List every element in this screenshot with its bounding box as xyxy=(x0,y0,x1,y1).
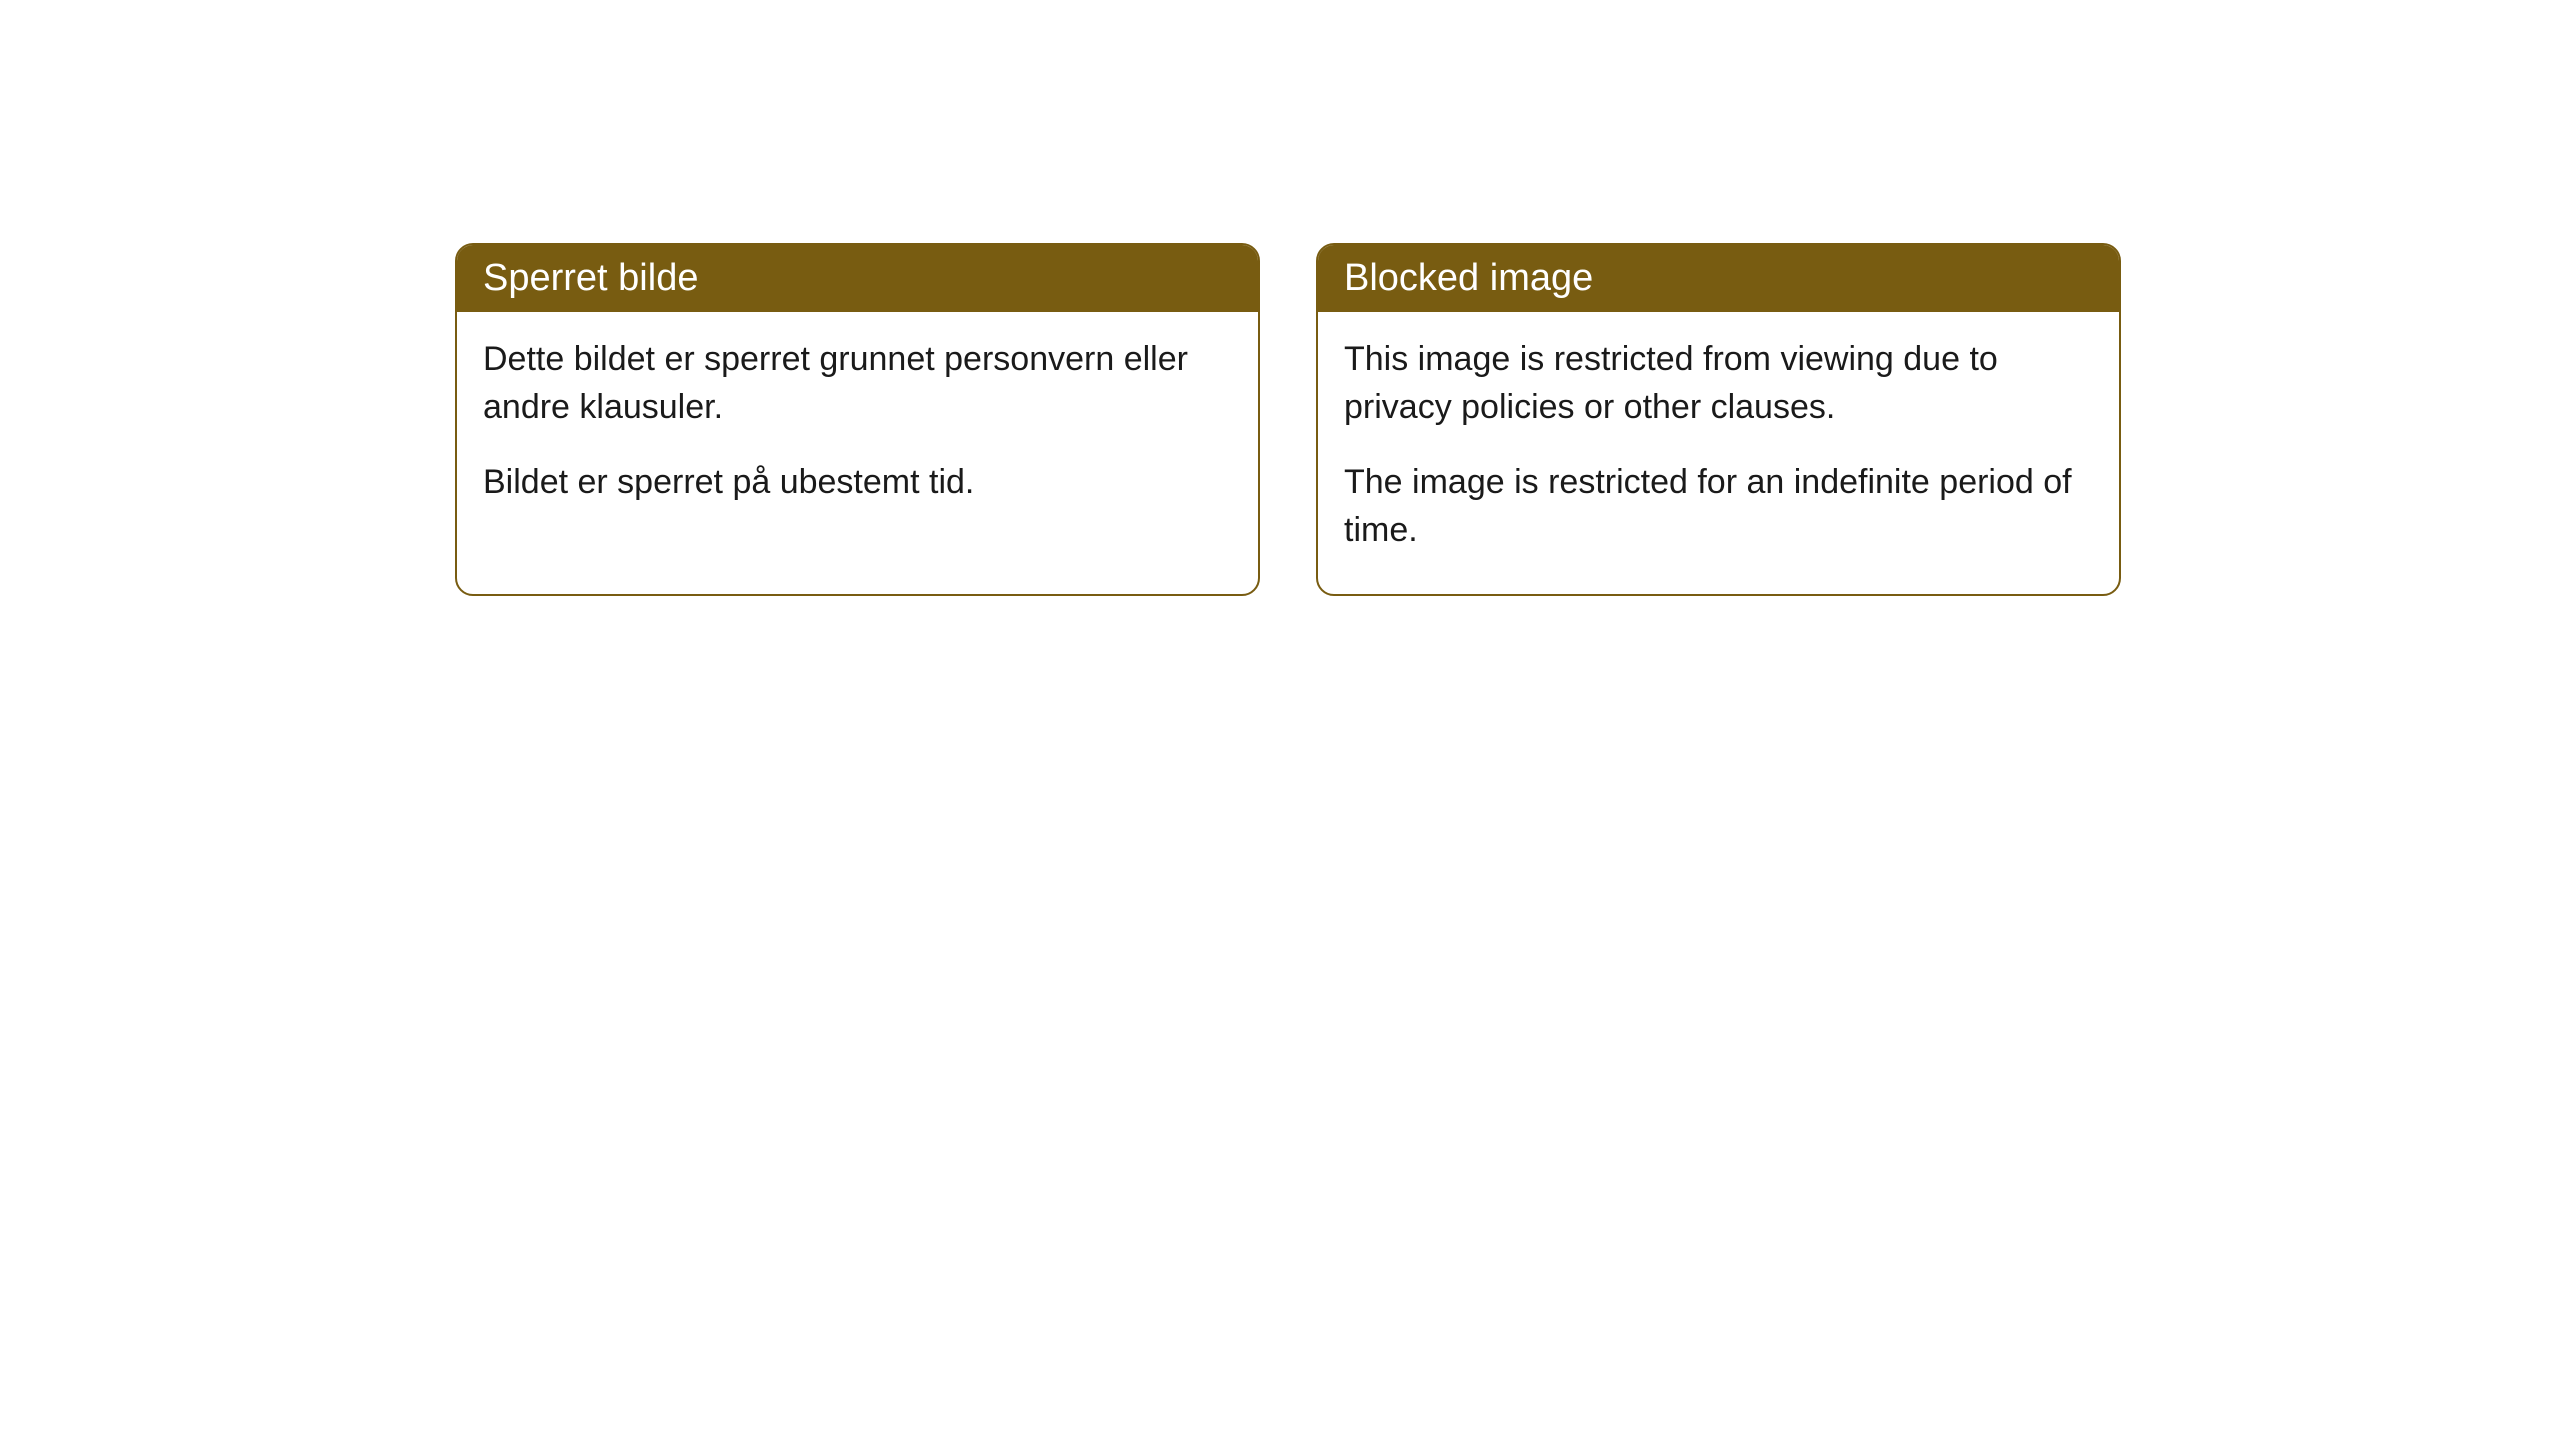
card-text-en-2: The image is restricted for an indefinit… xyxy=(1344,459,2093,554)
card-header-no: Sperret bilde xyxy=(457,245,1258,312)
card-title-no: Sperret bilde xyxy=(483,257,698,299)
card-header-en: Blocked image xyxy=(1318,245,2119,312)
blocked-image-card-no: Sperret bilde Dette bildet er sperret gr… xyxy=(455,243,1260,596)
card-text-no-1: Dette bildet er sperret grunnet personve… xyxy=(483,336,1232,431)
card-title-en: Blocked image xyxy=(1344,257,1593,299)
blocked-image-card-en: Blocked image This image is restricted f… xyxy=(1316,243,2121,596)
cards-container: Sperret bilde Dette bildet er sperret gr… xyxy=(0,0,2560,596)
card-body-en: This image is restricted from viewing du… xyxy=(1318,312,2119,594)
card-text-no-2: Bildet er sperret på ubestemt tid. xyxy=(483,459,1232,507)
card-text-en-1: This image is restricted from viewing du… xyxy=(1344,336,2093,431)
card-body-no: Dette bildet er sperret grunnet personve… xyxy=(457,312,1258,547)
